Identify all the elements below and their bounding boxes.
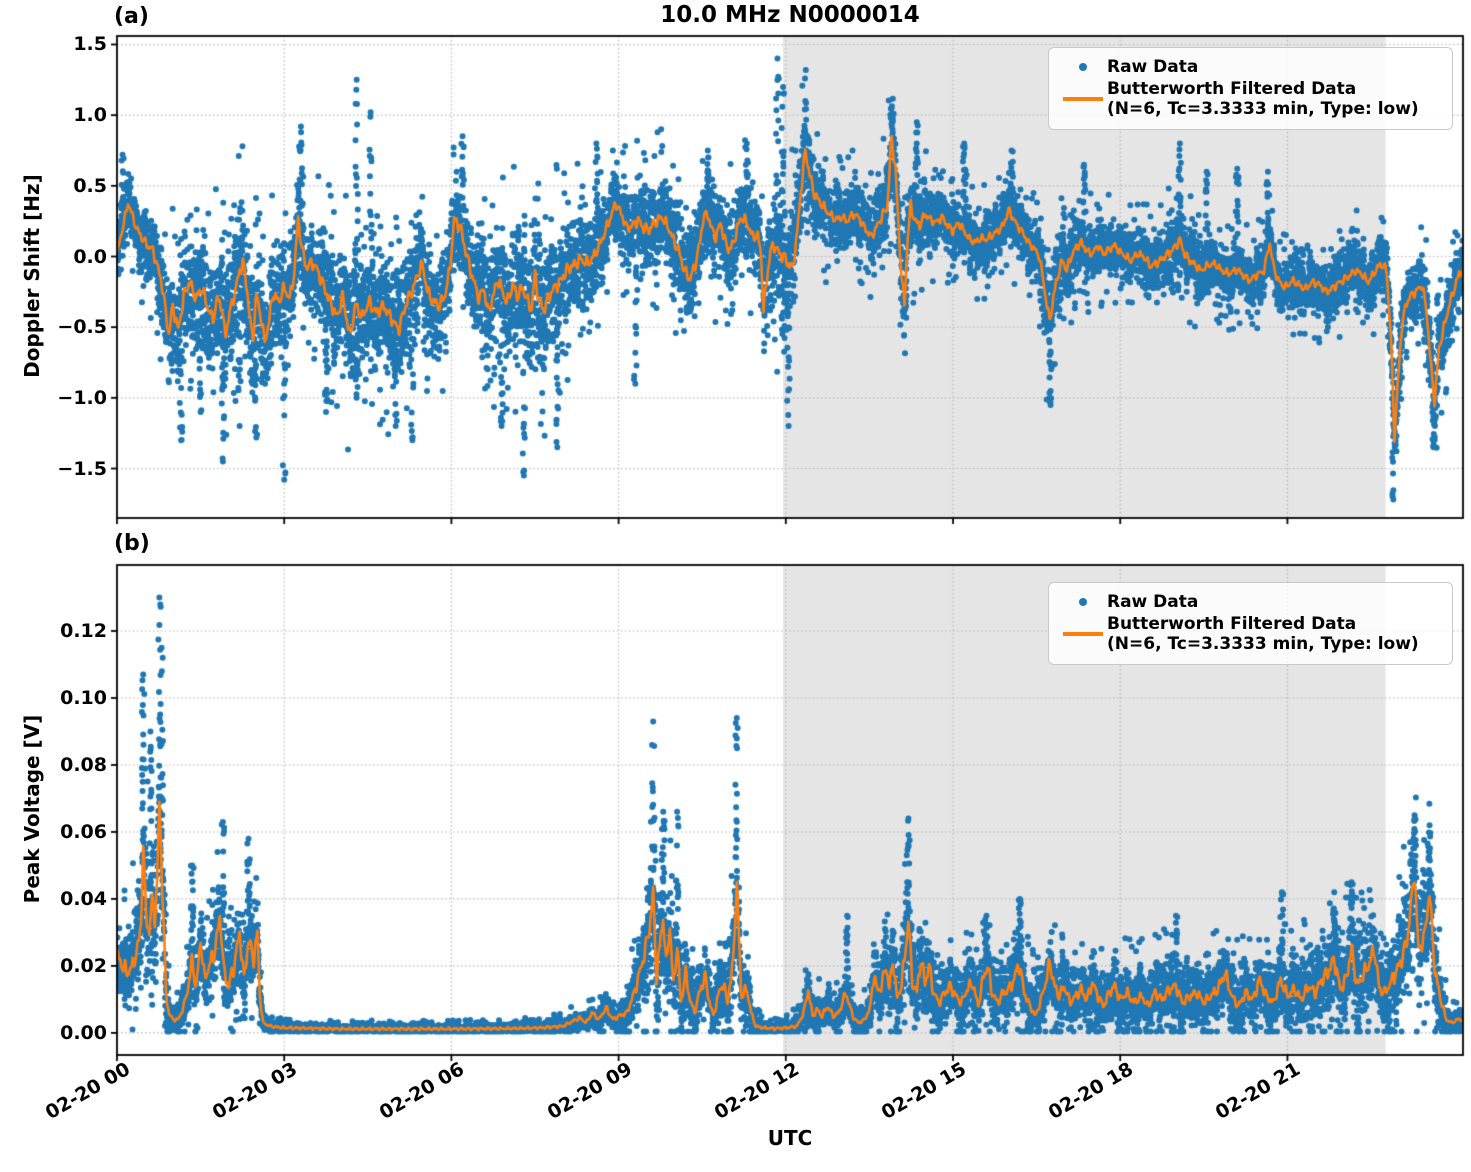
y-tick-label: 0.12: [60, 619, 107, 642]
y-tick-label: 1.5: [73, 33, 107, 56]
page-title: 10.0 MHz N0000014: [660, 2, 920, 28]
legend-panel-a: Raw Data Butterworth Filtered Data (N=6,…: [1048, 47, 1453, 130]
legend-raw-label: Raw Data: [1107, 57, 1199, 77]
y-tick-label: 0.08: [60, 753, 107, 776]
y-tick-label: 0.5: [73, 174, 107, 197]
y-tick-label: 0.00: [60, 1021, 107, 1044]
panel-a-tag: (a): [114, 4, 149, 29]
panel-a-ylabel: Doppler Shift [Hz]: [20, 174, 44, 378]
y-tick-label: 0.10: [60, 686, 107, 709]
y-tick-label: −0.5: [57, 316, 107, 339]
filtered-data-marker-icon: [1063, 632, 1103, 636]
y-tick-label: −1.5: [57, 457, 107, 480]
y-tick-label: 0.02: [60, 954, 107, 977]
legend-filtered-label: Butterworth Filtered Data: [1107, 614, 1357, 634]
panel-b-tag: (b): [114, 531, 150, 556]
x-axis-label: UTC: [767, 1126, 813, 1150]
legend-filtered-label: Butterworth Filtered Data: [1107, 79, 1357, 99]
y-tick-label: 0.06: [60, 820, 107, 843]
y-tick-label: −1.0: [57, 386, 107, 409]
legend-filtered-sublabel: (N=6, Tc=3.3333 min, Type: low): [1107, 634, 1419, 654]
legend-filtered-sublabel: (N=6, Tc=3.3333 min, Type: low): [1107, 99, 1419, 119]
raw-data-marker-icon: [1079, 598, 1087, 606]
filtered-data-marker-icon: [1063, 97, 1103, 101]
y-tick-label: 0.04: [60, 887, 107, 910]
legend-raw-label: Raw Data: [1107, 592, 1199, 612]
raw-data-marker-icon: [1079, 63, 1087, 71]
legend-panel-b: Raw Data Butterworth Filtered Data (N=6,…: [1048, 582, 1453, 665]
y-tick-label: 0.0: [73, 245, 107, 268]
panel-b-ylabel: Peak Voltage [V]: [20, 714, 44, 904]
y-tick-label: 1.0: [73, 104, 107, 127]
